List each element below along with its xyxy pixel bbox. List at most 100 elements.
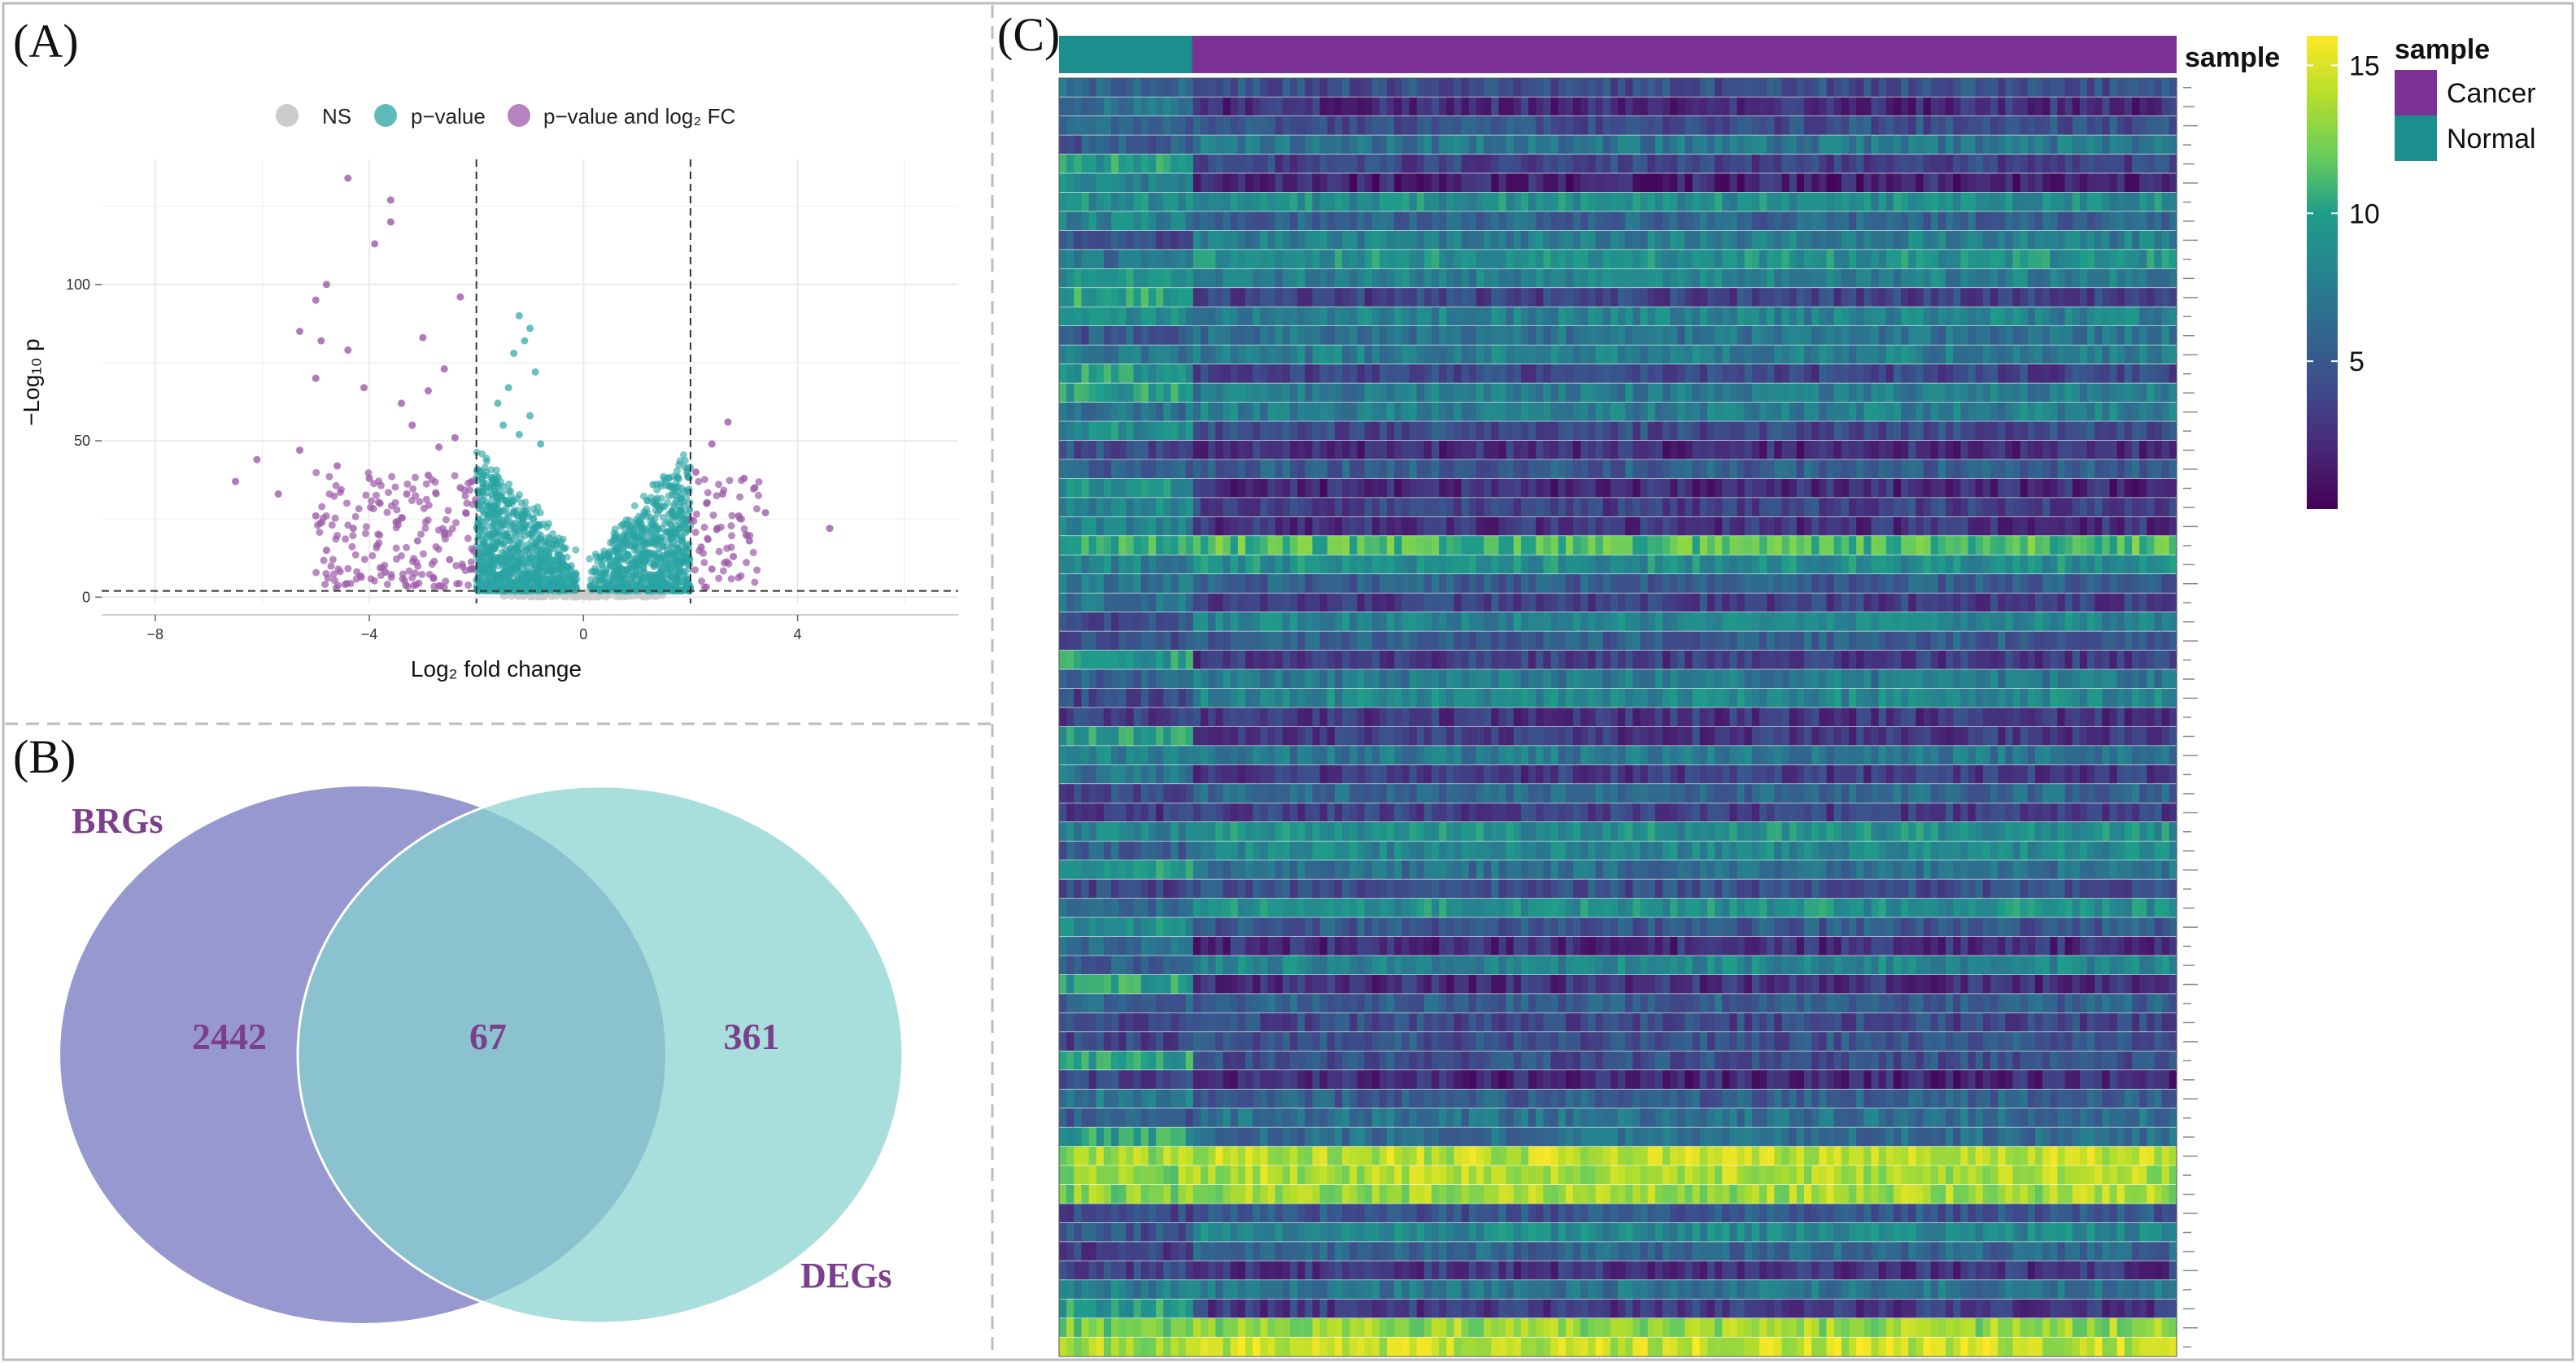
heatmap-cell bbox=[1774, 288, 1783, 307]
heatmap-cell bbox=[1841, 307, 1850, 326]
heatmap-cell bbox=[1692, 173, 1701, 193]
heatmap-cell bbox=[1618, 78, 1626, 97]
heatmap-cell bbox=[1416, 288, 1425, 307]
heatmap-cell bbox=[2050, 250, 2059, 269]
heatmap-cell bbox=[1595, 230, 1604, 250]
heatmap-cell bbox=[1632, 192, 1641, 211]
volcano-point-p bbox=[587, 576, 595, 584]
heatmap-cell bbox=[1327, 115, 1336, 135]
heatmap-cell bbox=[1699, 288, 1708, 307]
heatmap-cell bbox=[1923, 288, 1932, 307]
heatmap-cell bbox=[1192, 211, 1201, 231]
heatmap-cell bbox=[1432, 364, 1440, 383]
heatmap-cell bbox=[1201, 154, 1209, 173]
heatmap-cell bbox=[1871, 173, 1880, 193]
heatmap-cell bbox=[2087, 383, 2095, 403]
heatmap-cell bbox=[1632, 78, 1641, 97]
heatmap-cell bbox=[2094, 115, 2103, 135]
heatmap-cell bbox=[1916, 211, 1924, 231]
heatmap-cell bbox=[1937, 364, 1946, 383]
heatmap-cell bbox=[1439, 192, 1447, 211]
heatmap-cell bbox=[1751, 78, 1760, 97]
heatmap-cell bbox=[1215, 230, 1224, 250]
heatmap-cell bbox=[1871, 402, 1880, 421]
heatmap-cell bbox=[1066, 383, 1074, 403]
heatmap-cell bbox=[1163, 115, 1171, 135]
volcano-point-fc bbox=[467, 558, 475, 566]
volcano-point-ns bbox=[621, 593, 629, 601]
heatmap-cell bbox=[1133, 268, 1142, 288]
heatmap-cell bbox=[1484, 192, 1492, 211]
heatmap-cell bbox=[1625, 307, 1633, 326]
heatmap-cell bbox=[1647, 192, 1656, 211]
heatmap-cell bbox=[1387, 78, 1395, 97]
heatmap-cell bbox=[2012, 115, 2021, 135]
heatmap-cell bbox=[2072, 154, 2081, 173]
heatmap-cell bbox=[1297, 268, 1305, 288]
volcano-point-p bbox=[656, 568, 665, 576]
heatmap-cell bbox=[1923, 345, 1932, 364]
heatmap-cell bbox=[1908, 115, 1916, 135]
volcano-point-p bbox=[620, 548, 628, 556]
heatmap-cell bbox=[2116, 115, 2125, 135]
heatmap-cell bbox=[1662, 78, 1671, 97]
heatmap-cell bbox=[1706, 78, 1715, 97]
heatmap-cell bbox=[1937, 173, 1946, 193]
heatmap-cell bbox=[1133, 345, 1142, 364]
volcano-point-p bbox=[510, 349, 518, 357]
heatmap-cell bbox=[1573, 135, 1581, 155]
volcano-point-fc bbox=[348, 542, 356, 551]
volcano-x-tick-label: −8 bbox=[147, 626, 164, 642]
heatmap-cell bbox=[1744, 192, 1753, 211]
heatmap-cell bbox=[1312, 402, 1321, 421]
heatmap-cell bbox=[1394, 402, 1402, 421]
heatmap-cell bbox=[1677, 288, 1686, 307]
volcano-point-p bbox=[611, 525, 619, 533]
heatmap-cell bbox=[1871, 326, 1880, 345]
heatmap-cell bbox=[1126, 402, 1135, 421]
heatmap-cell bbox=[1848, 288, 1857, 307]
heatmap-cell bbox=[1461, 135, 1470, 155]
heatmap-cell bbox=[1767, 326, 1775, 345]
heatmap-cell bbox=[2027, 402, 2036, 421]
heatmap-cell bbox=[2057, 250, 2066, 269]
heatmap-cell bbox=[1163, 250, 1171, 269]
heatmap-cell bbox=[1208, 364, 1216, 383]
heatmap-cell bbox=[1163, 173, 1171, 193]
volcano-point-fc bbox=[429, 574, 438, 582]
heatmap-cell bbox=[1357, 421, 1366, 441]
heatmap-cell bbox=[1737, 345, 1746, 364]
heatmap-cell bbox=[1863, 97, 1872, 116]
heatmap-cell bbox=[1096, 97, 1105, 116]
heatmap-cell bbox=[2147, 307, 2155, 326]
heatmap-cell bbox=[1960, 307, 1969, 326]
heatmap-cell bbox=[1148, 154, 1157, 173]
heatmap-cell bbox=[1185, 230, 1194, 250]
heatmap-cell bbox=[1968, 135, 1977, 155]
heatmap-cell bbox=[1692, 154, 1701, 173]
heatmap-cell bbox=[1118, 383, 1127, 403]
heatmap-cell bbox=[1468, 154, 1477, 173]
heatmap-cell bbox=[1297, 250, 1305, 269]
heatmap-cell bbox=[1841, 402, 1850, 421]
heatmap-cell bbox=[1878, 97, 1887, 116]
heatmap-cell bbox=[1550, 421, 1559, 441]
heatmap-cell bbox=[2057, 78, 2066, 97]
heatmap-cell bbox=[2132, 135, 2140, 155]
volcano-point-fc bbox=[368, 497, 376, 505]
heatmap-cell bbox=[1088, 135, 1097, 155]
heatmap-cell bbox=[1103, 268, 1112, 288]
heatmap-cell bbox=[1118, 326, 1127, 345]
volcano-point-fc bbox=[368, 551, 377, 560]
heatmap-cell bbox=[1916, 383, 1924, 403]
heatmap-cell bbox=[1215, 173, 1224, 193]
volcano-point-p bbox=[473, 465, 482, 473]
volcano-point-p bbox=[656, 480, 665, 488]
heatmap-cell bbox=[2034, 307, 2043, 326]
heatmap-cell bbox=[1148, 211, 1157, 231]
heatmap-cell bbox=[1558, 230, 1567, 250]
heatmap-cell bbox=[1893, 173, 1902, 193]
heatmap-cell bbox=[1088, 307, 1097, 326]
heatmap-cell bbox=[2005, 268, 2014, 288]
heatmap-cell bbox=[1223, 250, 1231, 269]
